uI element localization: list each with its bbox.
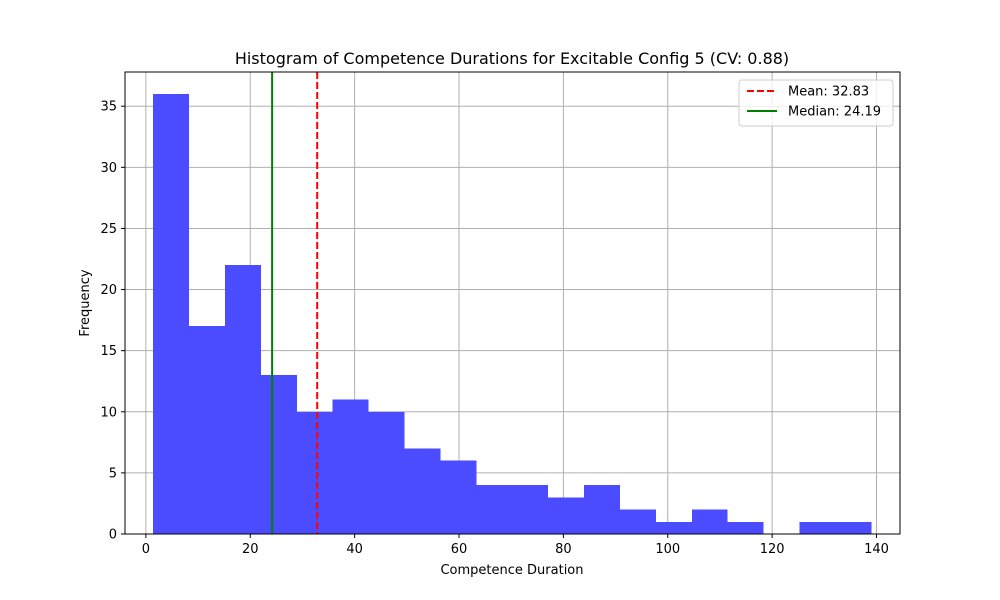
y-tick-label: 10 bbox=[100, 405, 117, 420]
histogram-bar bbox=[584, 485, 620, 534]
histogram-bar bbox=[224, 265, 261, 534]
y-tick-label: 20 bbox=[100, 283, 117, 298]
histogram-bar bbox=[153, 94, 190, 534]
plot-frame bbox=[124, 71, 901, 535]
histogram-bar bbox=[296, 411, 333, 534]
y-tick-label: 5 bbox=[109, 466, 117, 481]
x-tick-label: 0 bbox=[142, 542, 150, 557]
histogram-bar bbox=[260, 375, 297, 534]
histogram-bar bbox=[655, 521, 692, 534]
y-axis-ticks: 0 5 10 15 20 25 30 35 bbox=[100, 100, 125, 543]
legend-median-label: Median: 24.19 bbox=[788, 105, 881, 120]
y-tick-label: 35 bbox=[100, 100, 117, 115]
legend: Mean: 32.83 Median: 24.19 bbox=[738, 79, 894, 127]
x-tick-label: 80 bbox=[555, 542, 572, 557]
histogram-bar bbox=[619, 509, 656, 534]
x-tick-label: 40 bbox=[346, 542, 363, 557]
x-tick-label: 140 bbox=[864, 542, 889, 557]
histogram-bar bbox=[512, 485, 549, 534]
x-axis-label: Competence Duration bbox=[440, 563, 583, 578]
y-tick-label: 0 bbox=[109, 528, 117, 543]
legend-mean-label: Mean: 32.83 bbox=[788, 85, 869, 100]
histogram-bar bbox=[404, 448, 441, 534]
histogram-bar bbox=[189, 326, 225, 534]
histogram-bar bbox=[835, 521, 872, 534]
histogram-bar bbox=[476, 485, 513, 534]
histogram-bars bbox=[153, 94, 872, 534]
x-axis-ticks: 0 20 40 60 80 100 120 140 bbox=[142, 534, 889, 557]
histogram-bar bbox=[727, 521, 764, 534]
histogram-bar bbox=[799, 521, 836, 534]
reference-lines bbox=[271, 72, 319, 534]
x-tick-label: 60 bbox=[451, 542, 468, 557]
histogram-bar bbox=[691, 509, 728, 534]
y-tick-label: 15 bbox=[100, 344, 117, 359]
x-tick-label: 100 bbox=[655, 542, 680, 557]
histogram-bar bbox=[440, 460, 477, 534]
x-tick-label: 20 bbox=[242, 542, 259, 557]
chart-title: Histogram of Competence Durations for Ex… bbox=[235, 49, 789, 68]
y-tick-label: 25 bbox=[100, 222, 117, 237]
histogram-bar bbox=[332, 399, 369, 534]
histogram-bar bbox=[368, 411, 405, 534]
histogram-bar bbox=[548, 497, 585, 534]
y-tick-label: 30 bbox=[100, 161, 117, 176]
x-tick-label: 120 bbox=[760, 542, 785, 557]
legend-box bbox=[738, 79, 894, 127]
y-axis-label: Frequency bbox=[78, 269, 93, 336]
